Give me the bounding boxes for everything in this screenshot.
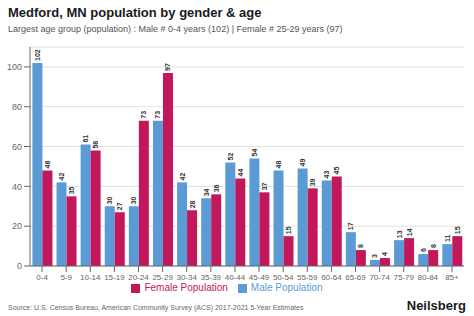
svg-text:10-14: 10-14 (80, 273, 101, 282)
html-text:Male Population: Male Population (250, 282, 323, 293)
svg-text:43: 43 (323, 170, 330, 178)
svg-text:37: 37 (261, 182, 268, 190)
svg-text:73: 73 (154, 111, 161, 119)
svg-text:6: 6 (420, 248, 427, 252)
svg-text:0-4: 0-4 (36, 273, 48, 282)
svg-text:8: 8 (430, 244, 437, 248)
svg-text:44: 44 (237, 169, 244, 177)
svg-text:48: 48 (275, 161, 282, 169)
svg-text:36: 36 (213, 184, 220, 192)
svg-text:42: 42 (58, 172, 65, 180)
svg-text:97: 97 (164, 63, 171, 71)
svg-text:4: 4 (381, 252, 388, 256)
svg-text:30: 30 (130, 196, 137, 204)
svg-text:45: 45 (333, 167, 340, 175)
svg-text:8: 8 (357, 244, 364, 248)
svg-text:27: 27 (116, 202, 123, 210)
svg-text:55-59: 55-59 (297, 273, 318, 282)
svg-text:80-84: 80-84 (418, 273, 439, 282)
svg-text:75-79: 75-79 (393, 273, 414, 282)
svg-text:48: 48 (44, 161, 51, 169)
svg-text:35-39: 35-39 (201, 273, 222, 282)
svg-text:102: 102 (34, 49, 41, 61)
html-text:Medford, MN population by gend: Medford, MN population by gender & age (8, 5, 262, 20)
svg-text:49: 49 (299, 159, 306, 167)
svg-text:28: 28 (189, 200, 196, 208)
svg-text:40-44: 40-44 (225, 273, 246, 282)
svg-text:5-9: 5-9 (60, 273, 72, 282)
svg-text:40: 40 (12, 182, 22, 192)
html-text:Neilsberg: Neilsberg (406, 298, 466, 313)
svg-text:61: 61 (82, 135, 89, 143)
svg-text:50-54: 50-54 (273, 273, 294, 282)
svg-text:58: 58 (92, 141, 99, 149)
html-text:Source: U.S. Census Bureau, Am: Source: U.S. Census Bureau, American Com… (8, 304, 304, 311)
svg-text:11: 11 (444, 235, 451, 243)
svg-text:52: 52 (227, 153, 234, 161)
svg-text:35: 35 (68, 186, 75, 194)
svg-text:3: 3 (371, 254, 378, 258)
svg-text:30-34: 30-34 (176, 273, 197, 282)
html-text:Female Population: Female Population (144, 282, 228, 293)
svg-text:13: 13 (396, 230, 403, 238)
svg-text:15-19: 15-19 (104, 273, 125, 282)
svg-text:54: 54 (251, 149, 258, 157)
svg-text:30: 30 (106, 196, 113, 204)
svg-text:20: 20 (12, 221, 22, 231)
svg-text:100: 100 (8, 62, 22, 72)
svg-text:15: 15 (285, 226, 292, 234)
svg-text:65-69: 65-69 (345, 273, 366, 282)
html-text:Largest age group (population): Largest age group (population) : Male # … (8, 24, 343, 34)
svg-text:14: 14 (406, 228, 413, 236)
svg-text:34: 34 (203, 188, 210, 196)
svg-text:45-49: 45-49 (249, 273, 270, 282)
svg-text:20-24: 20-24 (128, 273, 149, 282)
svg-text:60-64: 60-64 (321, 273, 342, 282)
svg-text:25-29: 25-29 (152, 273, 173, 282)
svg-text:70-74: 70-74 (369, 273, 390, 282)
svg-text:73: 73 (140, 111, 147, 119)
svg-text:0: 0 (17, 261, 22, 271)
svg-text:80: 80 (12, 102, 22, 112)
svg-text:60: 60 (12, 142, 22, 152)
svg-text:85+: 85+ (445, 273, 459, 282)
svg-text:17: 17 (347, 222, 354, 230)
svg-text:42: 42 (179, 172, 186, 180)
svg-text:39: 39 (309, 178, 316, 186)
svg-text:15: 15 (454, 226, 461, 234)
